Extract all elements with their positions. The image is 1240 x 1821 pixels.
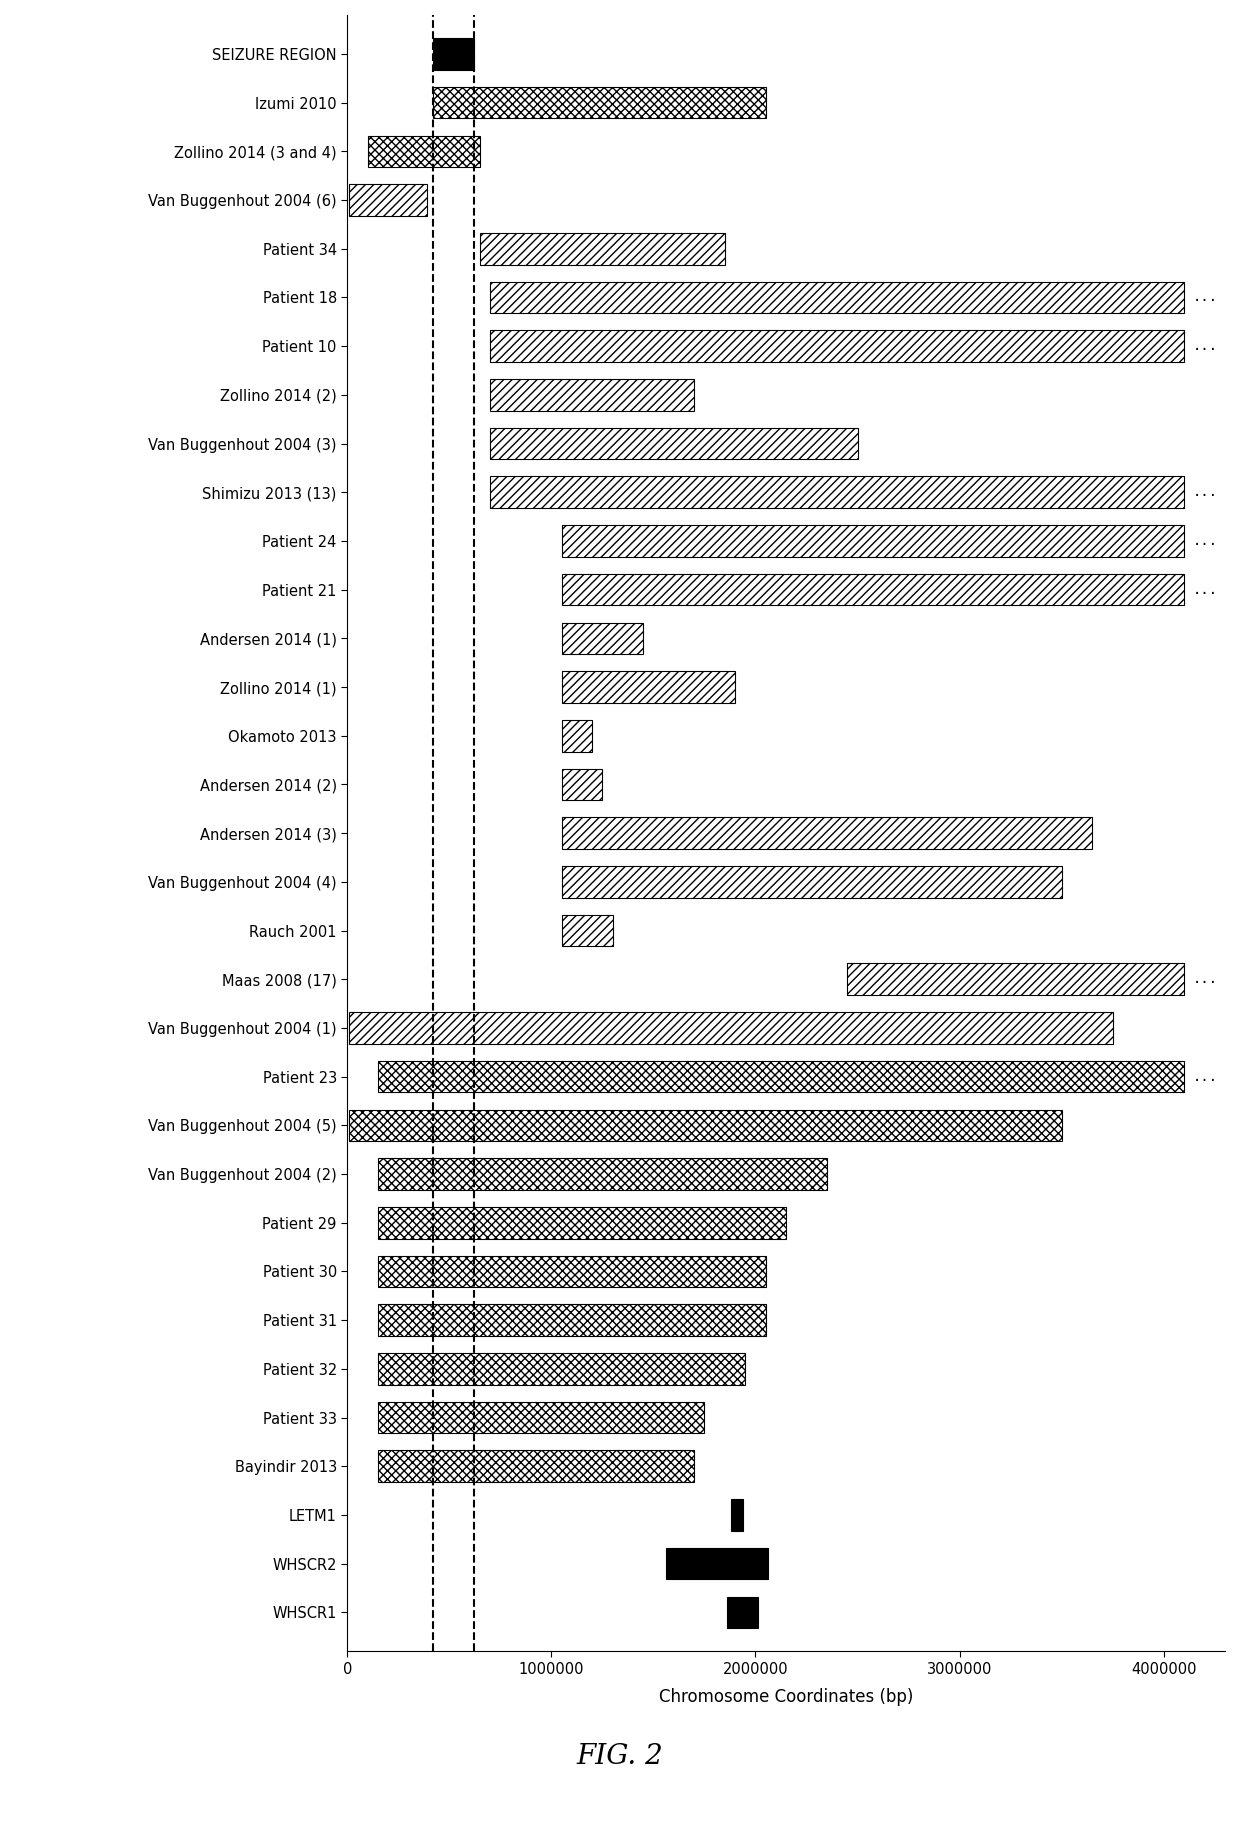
Bar <box>378 1062 1184 1093</box>
Bar <box>378 1451 694 1482</box>
Text: ...: ... <box>1193 972 1218 987</box>
Bar <box>666 1548 768 1579</box>
Text: ...: ... <box>1193 291 1218 304</box>
Bar <box>480 233 725 264</box>
Bar <box>562 672 735 703</box>
Bar <box>562 768 603 799</box>
Bar <box>562 623 644 654</box>
Bar <box>350 1109 1061 1142</box>
Text: ...: ... <box>1193 484 1218 499</box>
Bar <box>562 914 613 947</box>
Text: ...: ... <box>1193 534 1218 548</box>
Bar <box>367 135 480 168</box>
Bar <box>562 719 593 752</box>
Bar <box>350 1012 1112 1043</box>
Bar <box>847 963 1184 994</box>
Bar <box>490 477 1184 508</box>
Text: ...: ... <box>1193 1069 1218 1083</box>
Bar <box>378 1207 786 1238</box>
Bar <box>490 379 694 412</box>
Bar <box>562 867 1061 898</box>
Bar <box>433 87 765 118</box>
Bar <box>378 1158 827 1189</box>
Bar <box>350 184 427 217</box>
Bar <box>562 524 1184 557</box>
Bar <box>490 282 1184 313</box>
Bar <box>378 1304 765 1337</box>
Text: FIG. 2: FIG. 2 <box>577 1743 663 1770</box>
Bar <box>378 1402 704 1433</box>
Bar <box>562 574 1184 606</box>
Bar <box>562 818 1092 849</box>
Bar <box>490 428 858 459</box>
Bar <box>727 1597 758 1628</box>
Bar <box>378 1353 745 1384</box>
Bar <box>378 1256 765 1287</box>
Bar <box>490 330 1184 362</box>
X-axis label: Chromosome Coordinates (bp): Chromosome Coordinates (bp) <box>658 1688 914 1706</box>
Bar <box>433 38 474 69</box>
Text: ...: ... <box>1193 583 1218 597</box>
Text: ...: ... <box>1193 339 1218 353</box>
Bar <box>732 1499 743 1531</box>
